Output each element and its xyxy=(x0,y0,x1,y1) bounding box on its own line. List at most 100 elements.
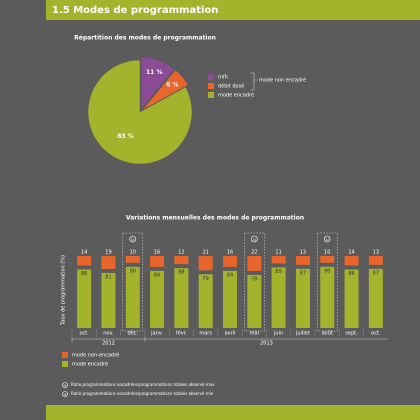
bar-segment xyxy=(344,269,359,328)
slice-label: 11 % xyxy=(146,69,162,76)
smiley-mouth xyxy=(252,239,256,241)
y-axis-label: Taux de programmation (%) xyxy=(61,255,67,326)
data-label: 22 xyxy=(251,250,257,256)
bar-segment xyxy=(320,256,335,263)
data-label: 89 xyxy=(275,269,281,275)
data-label: 11 xyxy=(275,250,281,256)
data-label: 90 xyxy=(130,268,136,274)
smiley-mouth xyxy=(63,394,67,396)
bar-segment xyxy=(368,256,383,265)
data-label: 14 xyxy=(348,250,354,256)
bar-segment xyxy=(198,256,213,271)
highlight-box xyxy=(122,232,144,332)
x-tick-label: mai xyxy=(250,331,259,337)
data-label: 84 xyxy=(154,272,160,278)
smiley-eye xyxy=(131,237,133,239)
smiley-icon xyxy=(62,382,68,388)
bar-segment xyxy=(174,268,189,328)
data-label: 16 xyxy=(227,250,233,256)
x-tick-label: févr. xyxy=(176,330,187,337)
smiley-eye xyxy=(252,237,254,239)
x-tick-label: août xyxy=(322,330,333,337)
data-label: 12 xyxy=(178,250,184,256)
pie-slice xyxy=(142,69,189,111)
data-label: 86 xyxy=(348,271,354,277)
legend-label: mode non-encadré xyxy=(72,352,119,359)
legend-swatch xyxy=(208,92,214,98)
bar-segment xyxy=(320,266,335,328)
data-label: 78 xyxy=(251,276,257,282)
data-label: 81 xyxy=(105,274,111,280)
legend-label: mfh xyxy=(218,75,228,81)
bar-segment xyxy=(174,256,189,265)
x-tick-label: juillet xyxy=(295,331,310,337)
smiley-eye xyxy=(254,237,256,239)
bar-segment xyxy=(101,256,116,269)
smiley-eye xyxy=(65,384,67,385)
bar-segment xyxy=(295,268,310,328)
data-label: 90 xyxy=(324,268,330,274)
data-label: 86 xyxy=(81,271,87,277)
x-tick-label: mars xyxy=(199,331,212,337)
smiley-icon xyxy=(323,235,331,243)
legend-bracket xyxy=(250,72,257,91)
data-label: 13 xyxy=(373,250,379,256)
x-tick-label: oct. xyxy=(371,331,381,337)
legend-group-label: mode non encadré xyxy=(259,77,306,84)
bar-segment xyxy=(271,267,286,328)
bar-segment xyxy=(77,269,92,328)
legend-label: débit dosé xyxy=(218,83,244,90)
bar-segment xyxy=(198,274,213,328)
data-label: 16 xyxy=(154,250,160,256)
data-label: 10 xyxy=(130,250,136,256)
smiley-icon xyxy=(251,235,258,243)
pie-slice xyxy=(140,56,175,110)
data-label: 10 xyxy=(324,250,330,256)
highlight-box xyxy=(244,232,265,332)
legend-swatch xyxy=(208,83,214,89)
smiley-mouth xyxy=(63,385,67,387)
smiley-eye xyxy=(133,237,135,239)
header-band xyxy=(46,0,420,20)
smiley-icon xyxy=(129,235,137,243)
header-title: 1.5 Modes de programmation xyxy=(52,5,218,16)
bar-segment xyxy=(125,256,140,263)
smiley-eye xyxy=(63,384,65,385)
legend-label: mode encadré xyxy=(218,92,254,99)
x-tick-label: sept. xyxy=(345,331,358,337)
bar-segment xyxy=(344,256,359,266)
highlight-box xyxy=(316,232,338,332)
x-tick-label: oct. xyxy=(79,331,89,337)
slice-label: 6 % xyxy=(166,82,178,89)
footer-band xyxy=(46,405,420,420)
bar-segment xyxy=(247,256,262,271)
bar-segment xyxy=(150,270,165,328)
data-label: 13 xyxy=(300,250,306,256)
data-label: 87 xyxy=(300,270,306,276)
x-tick-label: janv. xyxy=(150,331,163,337)
x-tick-label: avril xyxy=(225,331,236,337)
data-label: 79 xyxy=(203,276,209,282)
bar-segment xyxy=(125,266,140,328)
footnote: Ratio programmations encadrées/programma… xyxy=(71,382,215,387)
slice-label: 83 % xyxy=(117,133,133,140)
smiley-mouth xyxy=(131,239,135,241)
bar-segment xyxy=(368,268,383,328)
data-label: 21 xyxy=(203,250,209,256)
bar-segment xyxy=(247,274,262,328)
x-group-label: 2013 xyxy=(260,341,273,347)
smiley-eye xyxy=(65,393,67,394)
smiley-eye xyxy=(325,237,327,239)
bar-segment xyxy=(223,256,237,267)
legend-swatch xyxy=(62,361,68,367)
smiley-eye xyxy=(63,393,65,394)
bar-segment xyxy=(295,256,310,265)
x-tick-label: nov. xyxy=(103,331,114,337)
bar-segment xyxy=(150,256,165,267)
pie-title: Répartition des modes de programmation xyxy=(74,35,216,42)
legend-swatch xyxy=(208,74,214,80)
data-label: 19 xyxy=(105,250,111,256)
data-label: 88 xyxy=(178,270,184,276)
bar-title: Variations mensuelles des modes de progr… xyxy=(126,215,304,222)
